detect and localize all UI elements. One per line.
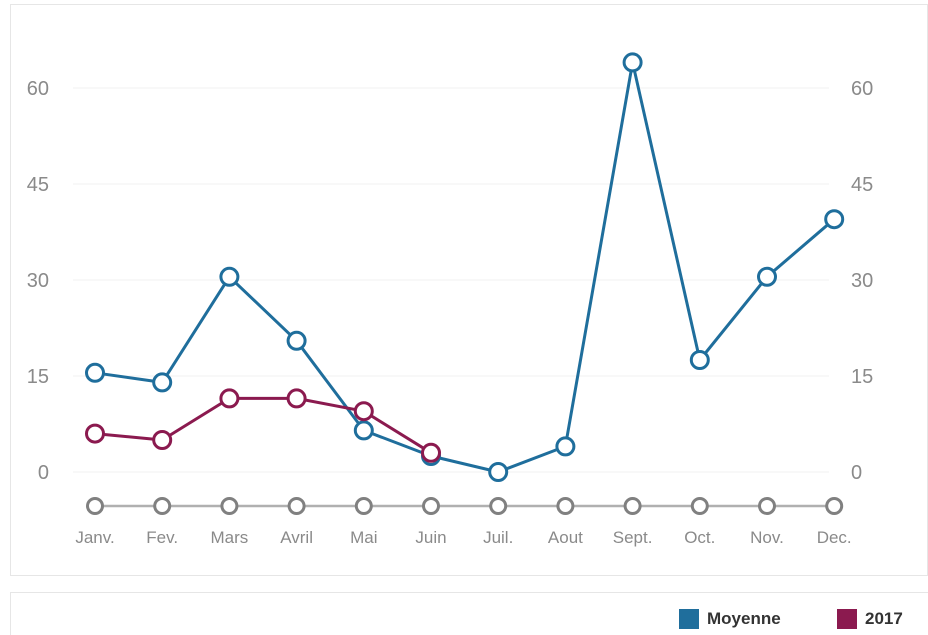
series-0-point-11 [824,209,845,230]
legend-label-2017: 2017 [865,609,903,628]
baseline-marker-1 [153,497,172,515]
x-tick-label-4: Mai [350,528,377,547]
x-tick-label-10: Nov. [750,528,784,547]
series-1-point-1 [152,430,173,450]
x-tick-label-6: Juil. [483,528,513,547]
y-tick-right-45: 45 [851,174,873,196]
series-0-point-8 [622,52,643,73]
x-tick-label-9: Oct. [684,528,715,547]
baseline-marker-6 [489,497,508,515]
line-chart: 0 0 15 15 30 30 45 45 60 60 Janv. Fev. Mars Avril Mai J… [27,52,873,547]
series-1-point-5 [421,442,441,463]
series-1-point-3 [286,388,307,409]
series-0-point-4 [353,420,374,441]
baseline-marker-2 [220,497,239,515]
series-0-point-10 [757,266,777,287]
y-tick-left-30: 30 [27,270,49,292]
baseline-marker-7 [556,497,575,515]
baseline-marker-3 [287,497,306,515]
y-tick-left-15: 15 [27,366,49,388]
y-tick-left-45: 45 [27,174,49,196]
series-0-point-0 [85,362,105,383]
baseline-marker-0 [86,497,104,515]
series-0-point-3 [286,330,307,351]
legend-swatch-moyenne [679,609,699,629]
chart-panel: 0 0 15 15 30 30 45 45 60 60 Janv. Fev. Mars Avril Mai J… [10,4,928,576]
baseline-marker-5 [422,497,440,515]
legend-item-moyenne[interactable]: Moyenne [679,609,781,629]
x-tick-label-7: Aout [548,528,583,547]
y-tick-right-15: 15 [851,366,873,388]
baseline-marker-10 [758,497,776,515]
series-0-point-7 [555,436,576,457]
x-tick-label-2: Mars [211,528,249,547]
legend-swatch-2017 [837,609,857,629]
baseline-marker-4 [354,497,373,515]
baseline-marker-8 [623,497,642,515]
y-tick-left-60: 60 [27,78,49,100]
x-tick-label-11: Dec. [817,528,852,547]
series-0-point-1 [152,372,173,393]
series-line-1 [94,396,432,455]
series-0-point-6 [488,462,509,482]
y-tick-right-0: 0 [851,462,862,484]
legend-label-moyenne: Moyenne [707,609,781,628]
y-tick-right-30: 30 [851,270,873,292]
y-tick-right-60: 60 [851,78,873,100]
series-line-0 [94,60,836,474]
x-tick-label-0: Janv. [75,528,114,547]
baseline-marker-9 [690,497,709,515]
series-1-point-2 [219,388,240,409]
legend-item-2017[interactable]: 2017 [837,609,903,629]
x-tick-label-1: Fev. [146,528,178,547]
baseline-marker-11 [825,497,844,515]
series-1-point-0 [85,423,105,444]
x-tick-label-8: Sept. [613,528,653,547]
y-tick-left-0: 0 [38,462,49,484]
series-0-point-2 [219,266,240,287]
series-1-point-4 [353,401,374,422]
x-tick-label-3: Avril [280,528,313,547]
legend: Moyenne 2017 [10,592,928,635]
series-0-point-9 [689,350,710,370]
x-tick-label-5: Juin [415,528,446,547]
